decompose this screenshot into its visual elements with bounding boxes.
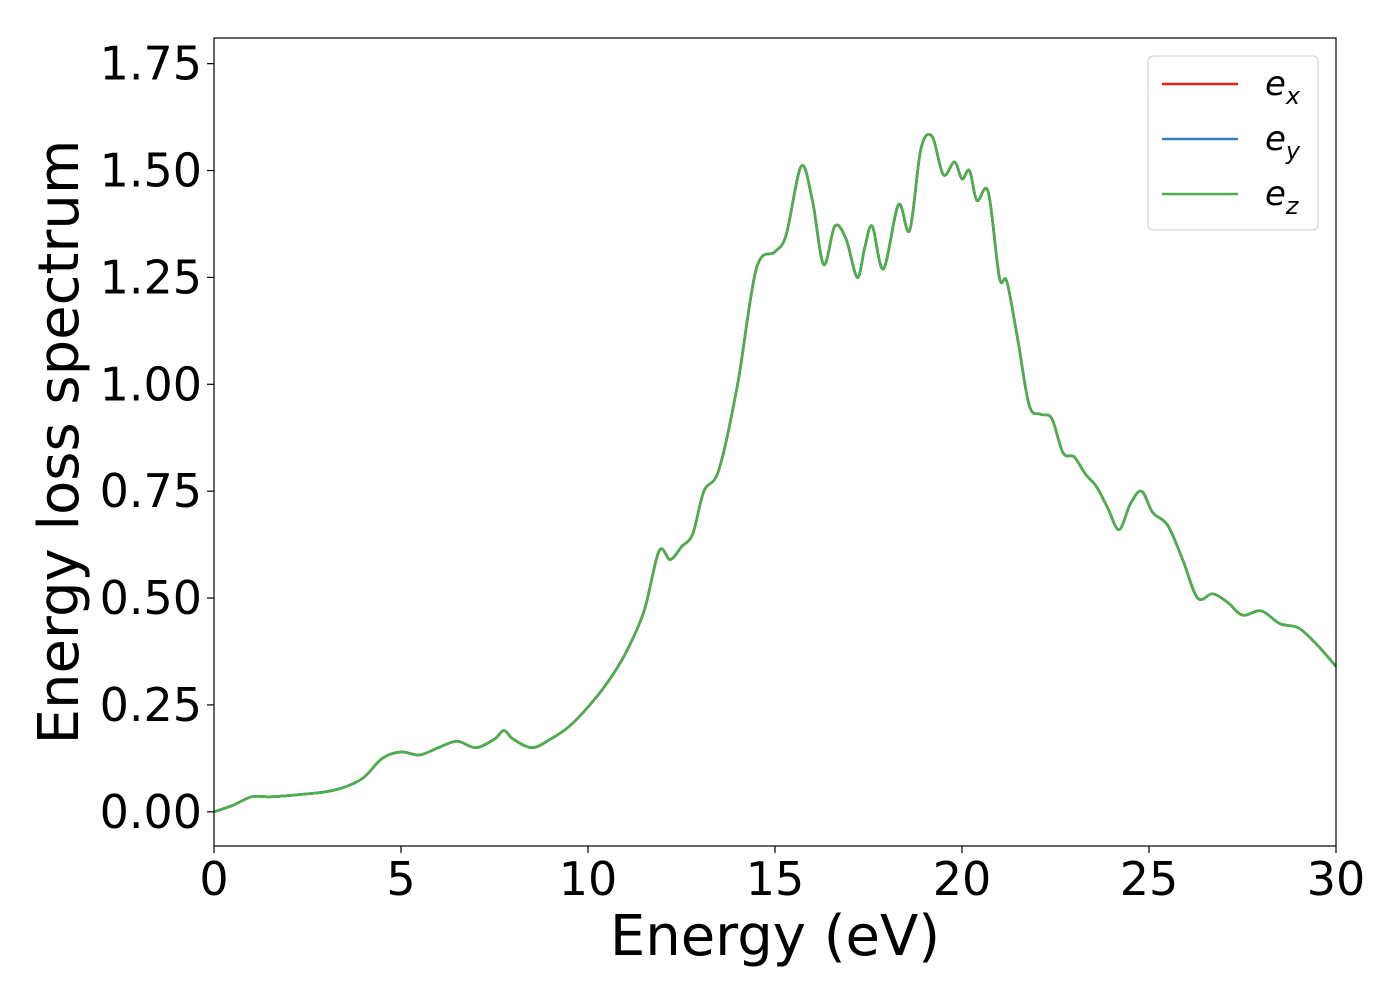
legend: ex ey ez <box>1147 55 1319 231</box>
x-tick-label: 20 <box>933 852 992 906</box>
y-tick-label: 1.00 <box>100 357 202 411</box>
legend-label-e_z: ez <box>1265 174 1300 220</box>
y-tick-label: 0.00 <box>100 785 202 839</box>
legend-label-e_y: ey <box>1265 119 1301 165</box>
series-line-e_z <box>213 133 1337 814</box>
x-tick-label: 5 <box>386 852 415 906</box>
x-tick-label: 30 <box>1307 852 1366 906</box>
y-tick-label: 1.50 <box>100 144 202 198</box>
series-line-e_y <box>213 133 1337 814</box>
x-axis-label: Energy (eV) <box>610 904 940 969</box>
y-tick-label: 0.25 <box>100 678 202 732</box>
legend-label-e_x: ex <box>1265 64 1301 110</box>
y-axis-label: Energy loss spectrum <box>27 140 92 745</box>
y-tick-label: 1.25 <box>100 250 202 304</box>
x-axis: 0 5 10 15 20 25 30 <box>199 846 1365 906</box>
x-tick-label: 10 <box>559 852 618 906</box>
y-tick-label: 0.75 <box>100 464 202 518</box>
y-tick-label: 1.75 <box>100 37 202 91</box>
x-tick-label: 25 <box>1120 852 1179 906</box>
series-layer <box>213 133 1337 814</box>
x-tick-label: 15 <box>746 852 805 906</box>
y-tick-label: 0.50 <box>100 571 202 625</box>
y-axis: 0.00 0.25 0.50 0.75 1.00 1.25 1.50 1.75 <box>100 37 214 839</box>
x-tick-label: 0 <box>199 852 228 906</box>
legend-box <box>1147 55 1319 231</box>
series-line-e_x <box>213 133 1337 814</box>
